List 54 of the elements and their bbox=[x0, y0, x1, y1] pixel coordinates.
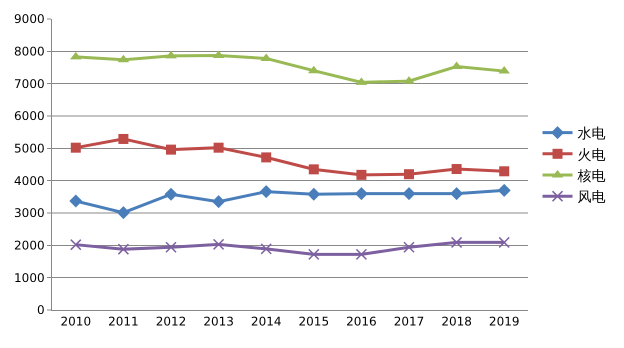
y-tick-label: 4000 bbox=[14, 174, 45, 188]
point bbox=[404, 169, 414, 180]
x-tick-label: 2014 bbox=[250, 314, 282, 328]
point bbox=[356, 170, 366, 180]
y-tick-label: 3000 bbox=[14, 206, 45, 220]
point bbox=[165, 242, 177, 254]
point bbox=[308, 248, 320, 260]
point bbox=[356, 248, 368, 260]
point bbox=[402, 187, 416, 200]
point bbox=[450, 236, 462, 248]
point bbox=[452, 164, 462, 174]
x-tick-label: 2010 bbox=[60, 314, 92, 328]
x-tick-label: 2015 bbox=[298, 314, 330, 328]
point bbox=[450, 187, 464, 200]
y-tick-label: 0 bbox=[36, 303, 45, 318]
point bbox=[116, 206, 130, 220]
y-tick-label: 5000 bbox=[14, 142, 45, 156]
point bbox=[308, 164, 319, 174]
point bbox=[354, 187, 368, 200]
point bbox=[212, 238, 224, 250]
x-tick-label: 2011 bbox=[108, 314, 139, 328]
point bbox=[70, 142, 81, 153]
point bbox=[260, 185, 273, 198]
point bbox=[214, 142, 224, 153]
point bbox=[69, 194, 82, 208]
point bbox=[166, 144, 176, 155]
point bbox=[118, 243, 130, 255]
legend-label: 水电 bbox=[578, 126, 606, 142]
point bbox=[499, 166, 510, 176]
point bbox=[118, 134, 128, 144]
point bbox=[498, 236, 510, 248]
point bbox=[403, 242, 415, 254]
x-tick-label: 2012 bbox=[156, 314, 186, 328]
point bbox=[307, 188, 320, 201]
x-tick-label: 2019 bbox=[488, 314, 520, 328]
x-tick-label: 2017 bbox=[394, 314, 424, 328]
point bbox=[164, 188, 178, 201]
x-tick-label: 2016 bbox=[346, 314, 377, 328]
legend-label: 风电 bbox=[578, 190, 606, 206]
point bbox=[212, 195, 226, 208]
x-tick-label: 2018 bbox=[441, 314, 472, 328]
y-tick-label: 9000 bbox=[14, 12, 45, 26]
point bbox=[260, 243, 272, 255]
y-tick-label: 1000 bbox=[14, 270, 45, 285]
legend-label: 火电 bbox=[578, 147, 606, 164]
x-tick-label: 2013 bbox=[203, 314, 234, 328]
y-tick-label: 2000 bbox=[14, 238, 45, 253]
point bbox=[70, 238, 82, 250]
legend-label: 核电 bbox=[576, 168, 606, 184]
y-tick-label: 8000 bbox=[14, 44, 45, 59]
point bbox=[261, 152, 272, 162]
point bbox=[498, 184, 511, 197]
y-tick-label: 7000 bbox=[14, 76, 45, 91]
y-tick-label: 6000 bbox=[14, 109, 45, 124]
